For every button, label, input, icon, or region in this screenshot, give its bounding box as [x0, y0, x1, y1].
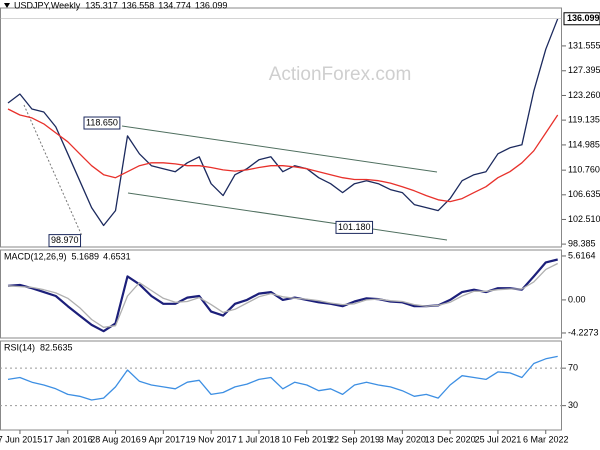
panel-title: USDJPY,Weekly: [14, 0, 81, 10]
annotation-label: 118.650: [86, 117, 118, 127]
y-tick-label: 0.00: [568, 294, 586, 304]
series-line: [7, 258, 558, 333]
panel-reading: 5.1689: [72, 251, 100, 261]
x-tick-label: 6 Mar 2022: [523, 434, 569, 444]
y-tick-label: 123.260: [568, 90, 600, 100]
panel-frame: [0, 249, 562, 339]
panel-reading: 134.774: [158, 0, 191, 10]
last-price-label: 136.099: [567, 13, 600, 23]
y-tick-label: 5.6164: [568, 250, 596, 260]
y-tick-label: 102.510: [568, 214, 600, 224]
annotation-box: [83, 116, 121, 130]
x-tick-label: 7 Jun 2015: [0, 434, 42, 444]
series-line: [7, 262, 558, 328]
x-tick-label: 13 Dec 2020: [425, 434, 476, 444]
x-tick-label: 10 Feb 2019: [281, 434, 332, 444]
last-price-box: [563, 12, 600, 26]
panel-frame: [0, 7, 562, 248]
series-line: [7, 18, 559, 227]
series-line: [7, 355, 558, 401]
annotation-label: 98.970: [51, 235, 79, 245]
x-tick-label: 19 Nov 2017: [186, 434, 237, 444]
x-tick-label: 9 Apr 2017: [142, 434, 186, 444]
annotation-box: [335, 220, 374, 234]
y-tick-label: -4.2273: [568, 327, 599, 337]
annotation-box: [48, 234, 82, 248]
panel-reading: 136.099: [195, 0, 228, 10]
panel-reading: 135.317: [85, 0, 118, 10]
y-tick-label: 110.760: [568, 165, 600, 175]
menu-triangle: [4, 3, 10, 8]
x-tick-label: 28 Aug 2016: [90, 434, 141, 444]
y-tick-label: 127.395: [568, 65, 600, 75]
watermark: ActionForex.com: [269, 64, 412, 85]
panel-title: MACD(12,26,9): [4, 251, 67, 261]
x-tick-label: 22 Sep 2019: [329, 434, 380, 444]
y-tick-label: 98.385: [568, 238, 596, 248]
y-tick-label: 119.135: [568, 114, 600, 124]
x-tick-label: 25 Jul 2021: [475, 434, 522, 444]
panel-reading: 136.558: [122, 0, 155, 10]
panel-frame: [0, 340, 562, 431]
x-tick-label: 1 Jul 2018: [238, 434, 280, 444]
y-tick-label: 114.985: [568, 139, 600, 149]
panel-reading: 82.5635: [40, 342, 73, 352]
y-tick-label: 70: [568, 363, 578, 373]
x-tick-label: 3 May 2020: [379, 434, 426, 444]
panel-reading: 4.6531: [103, 251, 131, 261]
y-tick-label: 30: [568, 400, 578, 410]
channel-upper: [121, 125, 438, 173]
annotation-label: 101.180: [338, 222, 371, 232]
y-tick-label: 106.635: [568, 189, 600, 199]
series-line: [7, 108, 559, 203]
panel-title: RSI(14): [4, 342, 35, 352]
x-tick-label: 17 Jan 2016: [43, 434, 93, 444]
channel-lower: [127, 192, 448, 241]
y-tick-label: 131.555: [568, 40, 600, 50]
